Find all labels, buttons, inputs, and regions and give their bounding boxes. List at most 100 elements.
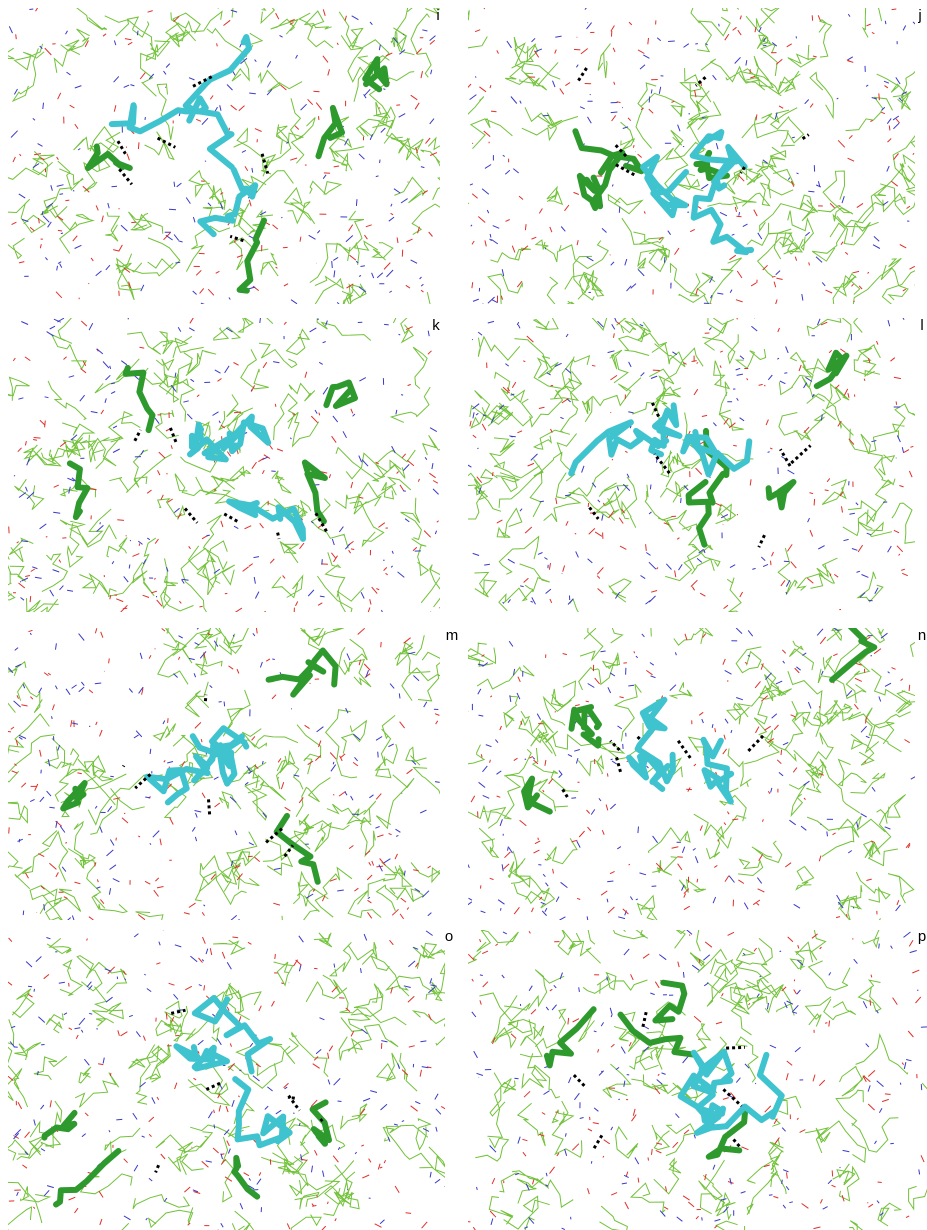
atom-bonds [469, 8, 908, 304]
atom-bonds [468, 318, 905, 605]
stick-model [309, 1099, 332, 1147]
stick-model [648, 402, 683, 458]
panel-image [468, 8, 915, 304]
hydrogen-bonds [154, 1008, 324, 1173]
stick-model [677, 1072, 724, 1124]
panel-label: n [918, 627, 926, 644]
panel-image [8, 318, 440, 612]
stick-model [680, 429, 753, 478]
stick-model [236, 217, 267, 294]
panel [8, 318, 440, 612]
atom-bonds [11, 8, 438, 300]
panel [468, 628, 915, 920]
stick-model [829, 628, 878, 683]
atom-bonds [468, 8, 915, 304]
stick-model [182, 34, 252, 170]
atom-bonds [8, 320, 439, 612]
panel-image [8, 8, 440, 304]
atom-bonds [8, 628, 440, 920]
panel-image [468, 628, 915, 920]
stick-model [53, 1148, 122, 1208]
panel [8, 930, 445, 1230]
panel-image [468, 318, 915, 612]
atom-bonds [468, 628, 901, 920]
stick-model [700, 736, 735, 805]
stick-model [173, 1043, 230, 1072]
stick-model [290, 647, 339, 698]
panel [468, 318, 915, 612]
stick-model [273, 812, 321, 885]
stick-model [693, 149, 730, 181]
stick-model [571, 704, 602, 731]
hydrogen-bonds [588, 402, 812, 548]
atom-bonds [469, 20, 915, 304]
hydrogen-bonds [561, 733, 766, 798]
atom-bonds [13, 318, 440, 612]
stick-model [765, 479, 797, 511]
stick-model [231, 1154, 261, 1200]
panel-label: o [445, 928, 453, 945]
stick-model [576, 172, 604, 210]
stick-model [813, 349, 850, 390]
stick-model [301, 459, 328, 525]
atom-bonds [468, 633, 911, 918]
stick-model [201, 413, 272, 457]
stick-model [84, 143, 133, 171]
panel-image [8, 930, 445, 1230]
stick-model [589, 149, 626, 211]
atom-bonds [18, 318, 438, 612]
hydrogen-bonds [116, 75, 270, 243]
stick-model [634, 696, 676, 785]
stick-model [108, 95, 209, 135]
wireframe [468, 318, 915, 612]
stick-model [689, 129, 748, 185]
stick-model [685, 479, 712, 548]
atom-bonds [471, 931, 923, 1229]
stick-model [197, 166, 259, 238]
panel [8, 628, 440, 920]
panel-label: p [918, 928, 926, 945]
atom-bonds [9, 930, 445, 1221]
panel [8, 8, 440, 304]
stick-model [41, 1109, 78, 1141]
wireframe [8, 932, 445, 1230]
panel-image [8, 628, 440, 920]
atom-bonds [8, 936, 445, 1230]
wireframe [468, 628, 915, 920]
stick-model [690, 175, 755, 256]
panel [468, 930, 927, 1230]
stick-model [652, 979, 688, 1024]
stick-model [122, 364, 156, 434]
wireframe [468, 930, 927, 1230]
atom-bonds [470, 633, 911, 919]
atom-bonds [471, 934, 920, 1229]
panel-label: l [920, 317, 923, 334]
wireframe [468, 8, 915, 304]
stick-model [187, 421, 240, 463]
atom-bonds [468, 628, 915, 920]
hydrogen-bonds [575, 67, 810, 177]
wireframe [8, 628, 440, 920]
stick-model [568, 419, 670, 477]
stick-model [315, 105, 345, 160]
stick-model [60, 780, 88, 812]
stick-model [705, 1105, 749, 1160]
atom-bonds [13, 318, 439, 612]
hydrogen-bonds [133, 427, 328, 540]
stick-model [617, 1011, 698, 1058]
stick-model [191, 995, 274, 1075]
stick-model [694, 1051, 785, 1136]
stick-model [640, 154, 689, 219]
panel-label: j [917, 7, 921, 24]
atom-bonds [12, 9, 433, 294]
hydrogen-bonds [122, 694, 295, 858]
atom-bonds [8, 628, 440, 920]
stick-model [265, 659, 327, 683]
panel-image [468, 930, 927, 1230]
stick-model [209, 725, 250, 787]
wireframe [8, 8, 440, 304]
stick-model [626, 752, 671, 792]
atom-bonds [11, 933, 438, 1230]
stick-model [144, 742, 224, 806]
stick-model [226, 498, 306, 542]
